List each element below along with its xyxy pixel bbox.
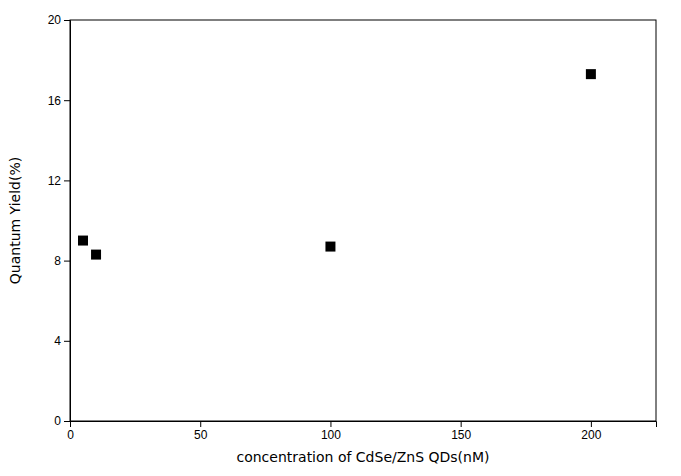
tick: 16	[48, 94, 70, 108]
tick-label: 12	[48, 174, 62, 188]
tick-label: 200	[581, 428, 601, 442]
tick-label: 50	[194, 428, 208, 442]
chart: 0 50 100 150 200 0 4 8 12 16 20 concentration of Cd…	[0, 0, 681, 476]
tick-mark	[64, 180, 70, 181]
tick-mark	[200, 421, 201, 427]
tick-label: 20	[48, 13, 62, 27]
tick-label: 0	[67, 428, 74, 442]
tick-mark	[461, 421, 462, 427]
tick: 4	[54, 334, 70, 348]
plot-frame	[70, 20, 656, 421]
tick-label: 4	[54, 334, 61, 348]
tick-mark	[64, 20, 70, 21]
tick-mark	[64, 261, 70, 262]
tick-mark	[591, 421, 592, 427]
tick: 0	[67, 421, 74, 442]
x-axis: 0 50 100 150 200	[67, 421, 656, 442]
point	[325, 242, 335, 252]
axis-line	[64, 21, 71, 422]
tick: 100	[321, 421, 341, 442]
tick: 50	[194, 421, 208, 442]
tick: 20	[48, 13, 70, 27]
points	[78, 69, 596, 259]
tick: 150	[451, 421, 471, 442]
tick-label: 0	[54, 414, 61, 428]
x-axis-title: concentration of CdSe/ZnS QDs(nM)	[236, 449, 489, 465]
tick-label: 100	[321, 428, 341, 442]
point	[586, 69, 596, 79]
tick: 8	[54, 254, 70, 268]
tick-mark	[64, 100, 70, 101]
y-axis: 0 4 8 12 16 20	[48, 13, 71, 428]
plot: 0 50 100 150 200 0 4 8 12 16 20	[48, 13, 657, 441]
axis-line	[71, 422, 657, 428]
tick-mark	[64, 421, 70, 422]
tick-label: 16	[48, 94, 62, 108]
tick: 12	[48, 174, 70, 188]
tick-mark	[64, 341, 70, 342]
tick-mark	[330, 421, 331, 427]
point	[91, 250, 101, 260]
tick-label: 8	[54, 254, 61, 268]
tick-label: 150	[451, 428, 471, 442]
y-axis-title: Quantum Yield(%)	[7, 157, 23, 284]
tick: 200	[581, 421, 601, 442]
point	[78, 236, 88, 246]
tick: 0	[54, 414, 70, 428]
